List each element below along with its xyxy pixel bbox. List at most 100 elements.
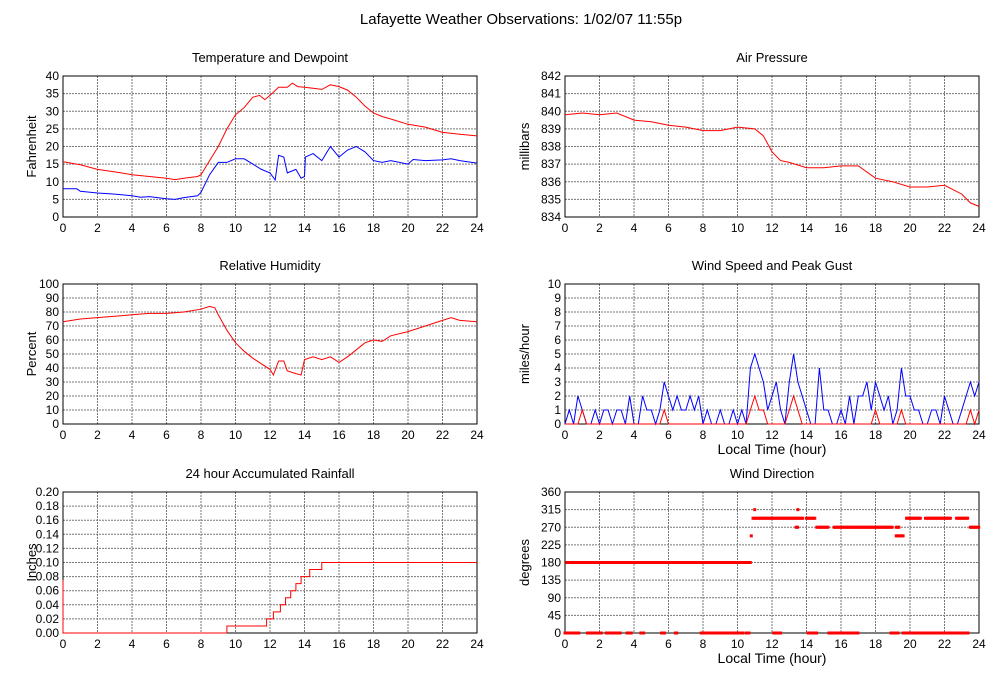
wind-direction-point bbox=[753, 508, 757, 512]
y-tick-label: 0.00 bbox=[36, 626, 60, 640]
x-tick-label: 4 bbox=[631, 428, 638, 442]
x-tick-label: 14 bbox=[800, 428, 814, 442]
rh-title: Relative Humidity bbox=[219, 258, 321, 273]
wind-direction-point bbox=[662, 631, 666, 635]
x-tick-label: 16 bbox=[332, 221, 346, 235]
wind-direction-point bbox=[642, 631, 646, 635]
wind-y-axis-label: miles/hour bbox=[517, 323, 532, 384]
y-tick-label: 841 bbox=[541, 87, 561, 101]
x-tick-label: 24 bbox=[470, 637, 484, 651]
pressure-line bbox=[564, 112, 980, 207]
y-tick-label: 0 bbox=[52, 417, 59, 431]
y-tick-label: 836 bbox=[541, 175, 561, 189]
y-tick-label: 315 bbox=[541, 503, 561, 517]
y-tick-label: 80 bbox=[46, 305, 60, 319]
rh-plot-frame bbox=[62, 283, 478, 425]
y-tick-label: 0.14 bbox=[36, 527, 60, 541]
x-tick-label: 24 bbox=[470, 428, 484, 442]
temp-title: Temperature and Dewpoint bbox=[192, 50, 348, 65]
rain-title: 24 hour Accumulated Rainfall bbox=[185, 466, 354, 481]
x-tick-label: 24 bbox=[972, 428, 986, 442]
x-tick-label: 14 bbox=[298, 428, 312, 442]
wind-direction-point bbox=[599, 631, 603, 635]
pressure-title: Air Pressure bbox=[736, 50, 808, 65]
y-tick-label: 30 bbox=[46, 375, 60, 389]
y-tick-label: 60 bbox=[46, 333, 60, 347]
y-tick-label: 15 bbox=[46, 157, 60, 171]
x-tick-label: 4 bbox=[631, 637, 638, 651]
wind-direction-point bbox=[966, 516, 970, 520]
wind-direction-point bbox=[741, 631, 745, 635]
wind-direction-point bbox=[890, 525, 894, 529]
y-tick-label: 10 bbox=[46, 403, 60, 417]
y-tick-label: 0 bbox=[52, 210, 59, 224]
wind-direction-point bbox=[815, 631, 819, 635]
x-tick-label: 18 bbox=[869, 428, 883, 442]
x-tick-label: 10 bbox=[731, 221, 745, 235]
rain-y-axis-label: Inches bbox=[24, 543, 39, 582]
wind-direction-point bbox=[749, 534, 753, 538]
relative-humidity-line bbox=[62, 305, 478, 377]
x-tick-label: 10 bbox=[229, 637, 243, 651]
x-tick-label: 6 bbox=[163, 428, 170, 442]
y-tick-label: 135 bbox=[541, 573, 561, 587]
x-tick-label: 14 bbox=[800, 221, 814, 235]
winddir-plot-frame bbox=[564, 491, 980, 634]
winddir-x-axis-label: Local Time (hour) bbox=[718, 650, 827, 666]
wind-direction-point bbox=[796, 508, 800, 512]
dewpoint-line bbox=[63, 145, 478, 200]
wind-direction-point bbox=[629, 631, 633, 635]
y-tick-label: 840 bbox=[541, 104, 561, 118]
y-tick-label: 8 bbox=[554, 305, 561, 319]
x-tick-label: 16 bbox=[834, 637, 848, 651]
x-tick-label: 22 bbox=[436, 637, 450, 651]
x-tick-label: 2 bbox=[94, 221, 101, 235]
x-tick-label: 20 bbox=[903, 221, 917, 235]
wind-direction-point bbox=[577, 631, 581, 635]
y-tick-label: 839 bbox=[541, 122, 561, 136]
pressure-y-axis-label: millibars bbox=[517, 122, 532, 170]
x-tick-label: 6 bbox=[163, 637, 170, 651]
x-tick-label: 22 bbox=[938, 221, 952, 235]
wind-direction-point bbox=[747, 631, 751, 635]
x-tick-label: 14 bbox=[298, 637, 312, 651]
x-tick-label: 20 bbox=[903, 637, 917, 651]
x-tick-label: 0 bbox=[60, 428, 67, 442]
rainfall-line bbox=[62, 562, 477, 634]
x-tick-label: 18 bbox=[869, 221, 883, 235]
x-tick-label: 2 bbox=[94, 637, 101, 651]
x-tick-label: 0 bbox=[562, 221, 569, 235]
x-tick-label: 18 bbox=[367, 428, 381, 442]
y-tick-label: 90 bbox=[46, 291, 60, 305]
x-tick-label: 2 bbox=[596, 428, 603, 442]
y-tick-label: 45 bbox=[548, 608, 562, 622]
x-tick-label: 4 bbox=[129, 428, 136, 442]
page-title: Lafayette Weather Observations: 1/02/07 … bbox=[360, 11, 682, 28]
y-tick-label: 70 bbox=[46, 319, 60, 333]
y-tick-label: 360 bbox=[541, 485, 561, 499]
x-tick-label: 8 bbox=[198, 221, 205, 235]
y-tick-label: 7 bbox=[554, 319, 561, 333]
temp-y-axis-label: Fahrenheit bbox=[24, 115, 39, 178]
x-tick-label: 0 bbox=[562, 428, 569, 442]
y-tick-label: 270 bbox=[541, 520, 561, 534]
wind-direction-point bbox=[826, 525, 830, 529]
y-tick-label: 838 bbox=[541, 140, 561, 154]
x-tick-label: 20 bbox=[401, 637, 415, 651]
y-tick-label: 180 bbox=[541, 556, 561, 570]
x-tick-label: 10 bbox=[731, 637, 745, 651]
x-tick-label: 6 bbox=[665, 221, 672, 235]
x-tick-label: 0 bbox=[60, 637, 67, 651]
x-tick-label: 22 bbox=[938, 428, 952, 442]
wind-direction-point bbox=[801, 516, 805, 520]
x-tick-label: 8 bbox=[198, 428, 205, 442]
y-tick-label: 1 bbox=[554, 403, 561, 417]
y-tick-label: 6 bbox=[554, 333, 561, 347]
x-tick-label: 24 bbox=[972, 221, 986, 235]
